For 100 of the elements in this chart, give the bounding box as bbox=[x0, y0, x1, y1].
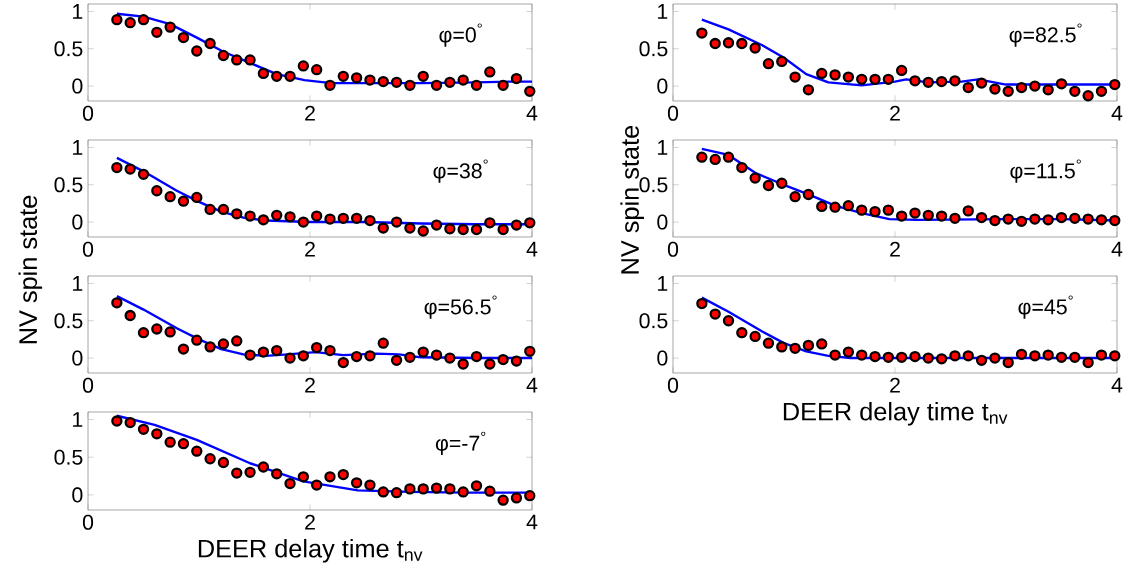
point bbox=[204, 453, 216, 465]
point bbox=[151, 26, 163, 39]
point bbox=[404, 79, 416, 91]
point bbox=[257, 67, 270, 80]
x-tick-label: 2 bbox=[305, 377, 315, 393]
point bbox=[909, 75, 921, 87]
point bbox=[337, 356, 349, 369]
point bbox=[244, 210, 256, 222]
annotation: φ=82.5$^{°}$ bbox=[1009, 23, 1082, 47]
point bbox=[284, 477, 296, 490]
x-tick-label: 4 bbox=[526, 105, 538, 121]
point bbox=[111, 13, 123, 26]
point bbox=[975, 354, 988, 366]
point bbox=[324, 344, 336, 357]
point bbox=[177, 343, 190, 355]
point bbox=[497, 353, 509, 366]
point bbox=[762, 179, 775, 192]
point bbox=[124, 163, 136, 175]
x-tick-label: 2 bbox=[305, 514, 315, 530]
point bbox=[470, 480, 483, 492]
point bbox=[975, 77, 988, 89]
point bbox=[191, 191, 203, 204]
point bbox=[736, 327, 748, 339]
point bbox=[231, 335, 243, 347]
point bbox=[457, 223, 469, 236]
point bbox=[510, 355, 523, 367]
point bbox=[217, 338, 230, 350]
point bbox=[191, 45, 203, 57]
point bbox=[789, 342, 801, 355]
point bbox=[297, 350, 310, 362]
point bbox=[271, 209, 283, 222]
point bbox=[749, 42, 761, 54]
point bbox=[1042, 214, 1054, 226]
annotation: φ=0$^{°}$ bbox=[439, 23, 482, 47]
point bbox=[244, 349, 256, 361]
point bbox=[177, 437, 190, 450]
point bbox=[377, 75, 389, 88]
point bbox=[124, 416, 136, 429]
point bbox=[390, 216, 403, 228]
point bbox=[164, 191, 176, 203]
point bbox=[164, 21, 176, 33]
point bbox=[1029, 350, 1041, 362]
y-tick-label: 0 bbox=[72, 487, 83, 503]
y-tick-label: 1 bbox=[73, 412, 83, 427]
point bbox=[524, 489, 536, 502]
point bbox=[510, 219, 523, 231]
point bbox=[1055, 78, 1068, 90]
point bbox=[124, 16, 136, 29]
y-tick-label: 0.5 bbox=[54, 313, 83, 329]
point bbox=[789, 71, 801, 83]
point bbox=[257, 214, 270, 226]
point bbox=[430, 349, 443, 361]
point bbox=[935, 210, 948, 222]
point bbox=[284, 211, 296, 223]
point bbox=[497, 79, 509, 91]
point bbox=[324, 471, 336, 483]
point bbox=[164, 326, 176, 338]
point bbox=[310, 341, 323, 354]
point bbox=[204, 341, 216, 353]
point bbox=[696, 27, 708, 39]
point bbox=[949, 212, 961, 225]
point bbox=[776, 177, 788, 189]
point bbox=[949, 75, 961, 87]
point bbox=[524, 85, 536, 97]
point bbox=[177, 195, 190, 207]
point bbox=[191, 334, 203, 346]
annotation: φ=38$^{°}$ bbox=[433, 159, 488, 183]
point bbox=[1029, 80, 1041, 92]
point bbox=[962, 205, 974, 217]
point bbox=[749, 172, 761, 184]
point bbox=[404, 351, 416, 363]
point bbox=[257, 461, 270, 473]
x-tick-label: 2 bbox=[890, 105, 900, 121]
point bbox=[802, 188, 815, 201]
point bbox=[310, 210, 323, 222]
point bbox=[816, 67, 828, 80]
point bbox=[1042, 84, 1054, 96]
point bbox=[909, 350, 921, 363]
point bbox=[1029, 213, 1041, 225]
annotation: φ=11.5$^{°}$ bbox=[1010, 159, 1081, 183]
point bbox=[231, 208, 243, 220]
point bbox=[736, 161, 748, 174]
point bbox=[111, 297, 123, 309]
point bbox=[989, 214, 1001, 227]
point bbox=[722, 37, 735, 49]
point bbox=[231, 467, 243, 479]
point bbox=[1069, 351, 1081, 363]
point bbox=[244, 54, 256, 66]
point bbox=[816, 338, 828, 350]
point bbox=[749, 330, 761, 343]
point bbox=[949, 350, 961, 362]
point bbox=[909, 207, 921, 219]
y-tick-label: 0 bbox=[72, 350, 83, 366]
point bbox=[895, 351, 908, 363]
point bbox=[377, 486, 389, 498]
x-tick-label: 2 bbox=[890, 241, 900, 257]
point bbox=[257, 346, 270, 358]
point bbox=[922, 76, 934, 89]
x-axis-title: DEER delay time t$_{nv}$ bbox=[198, 538, 423, 563]
point bbox=[297, 216, 310, 228]
